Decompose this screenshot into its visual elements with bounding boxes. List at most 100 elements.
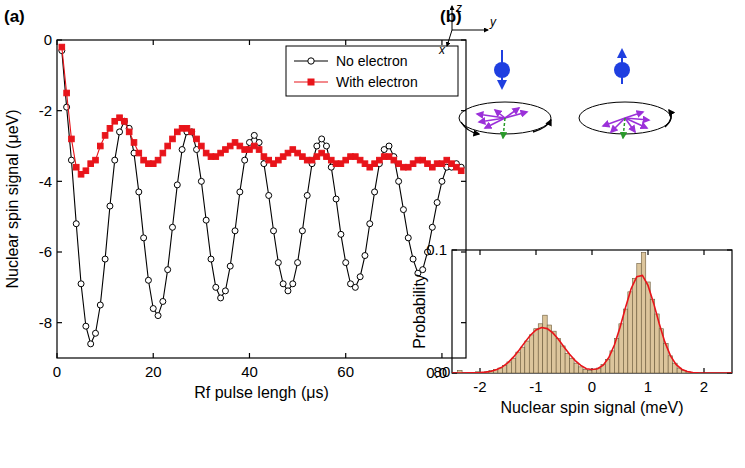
x-tick: [591, 250, 592, 255]
marker-circle: [198, 178, 204, 184]
y-tick: [461, 39, 466, 40]
legend-marker: [308, 79, 314, 85]
x-tick-label: 20: [145, 363, 162, 380]
marker-circle: [102, 256, 108, 262]
axis-arrow: [452, 6, 453, 30]
marker-square: [64, 90, 70, 96]
histogram-bar: [646, 282, 650, 373]
axis-arrow: [447, 30, 452, 46]
axis-arrow: [452, 30, 488, 31]
legend-box: [286, 46, 458, 96]
marker-circle: [420, 267, 426, 273]
marker-circle: [237, 189, 243, 195]
x-tick-label: -2: [473, 378, 486, 395]
nuclear-spin-arrow: [625, 112, 643, 118]
x-tick-label: 0: [588, 378, 596, 395]
marker-circle: [92, 330, 98, 336]
marker-circle: [88, 341, 94, 347]
marker-circle: [208, 256, 214, 262]
y-tick: [452, 249, 457, 250]
marker-square: [194, 136, 200, 142]
rotation-arrow: [533, 120, 551, 132]
x-tick: [345, 40, 346, 45]
x-tick: [249, 353, 250, 358]
marker-circle: [136, 189, 142, 195]
marker-circle: [333, 196, 339, 202]
marker-circle: [314, 143, 320, 149]
marker-square: [189, 129, 195, 135]
marker-circle: [218, 295, 224, 301]
axis-letter: z: [455, 1, 462, 15]
marker-circle: [400, 207, 406, 213]
marker-circle: [386, 143, 392, 149]
x-axis-label: Rf pulse lengh (μs): [194, 384, 329, 401]
marker-circle: [357, 274, 363, 280]
marker-circle: [222, 288, 228, 294]
histogram-bar: [543, 315, 547, 373]
histogram-bar: [632, 278, 636, 373]
marker-circle: [439, 178, 445, 184]
y-tick-label: -4: [39, 173, 52, 190]
marker-circle: [121, 118, 127, 124]
histogram-bar: [579, 367, 583, 373]
marker-circle: [290, 281, 296, 287]
marker-circle: [73, 221, 79, 227]
marker-circle: [112, 157, 118, 163]
x-tick-label: 2: [700, 378, 708, 395]
histogram-bar: [516, 352, 520, 373]
marker-circle: [372, 189, 378, 195]
marker-square: [73, 164, 79, 170]
marker-circle: [405, 235, 411, 241]
marker-circle: [242, 157, 248, 163]
marker-square: [83, 168, 89, 174]
marker-circle: [280, 281, 286, 287]
x-tick: [249, 40, 250, 45]
marker-circle: [299, 228, 305, 234]
y-tick-label: 0: [44, 31, 52, 48]
marker-square: [170, 136, 176, 142]
fit-curve: [452, 275, 732, 373]
legend-label: No electron: [336, 53, 408, 69]
mean-field-arrow: [623, 118, 625, 138]
y-axis-label: Nuclear spin signal (μeV): [4, 109, 21, 288]
y-tick: [461, 251, 466, 252]
axis-letter: y: [489, 15, 497, 29]
marker-circle: [323, 143, 329, 149]
marker-circle: [78, 281, 84, 287]
marker-circle: [429, 224, 435, 230]
marker-circle: [343, 260, 349, 266]
histogram-bar: [641, 252, 645, 373]
x-tick: [647, 250, 648, 255]
x-tick: [153, 353, 154, 358]
marker-circle: [203, 217, 209, 223]
axes: 020406080-8-6-4-20Rf pulse lengh (μs)Nuc…: [4, 7, 466, 401]
series-line: [62, 47, 461, 174]
marker-circle: [189, 129, 195, 135]
x-axis-label: Nuclear spin signal (meV): [500, 399, 683, 416]
marker-circle: [227, 263, 233, 269]
plot-frame: [452, 250, 732, 373]
x-tick-label: 60: [337, 363, 354, 380]
y-tick-label: -2: [39, 102, 52, 119]
y-tick-label: 0.0: [426, 364, 447, 381]
x-tick: [441, 353, 442, 358]
marker-circle: [275, 260, 281, 266]
histogram-bar: [552, 331, 556, 373]
marker-square: [93, 157, 99, 163]
marker-circle: [319, 136, 325, 142]
rotation-arrow: [665, 110, 671, 127]
marker-square: [160, 150, 166, 156]
marker-circle: [232, 228, 238, 234]
axes: -2-10120.00.1Nuclear spin signal (meV)Pr…: [411, 7, 732, 416]
marker-circle: [352, 284, 358, 290]
y-tick: [57, 181, 62, 182]
y-tick: [57, 110, 62, 111]
marker-circle: [396, 178, 402, 184]
series: [59, 44, 464, 177]
marker-circle: [362, 253, 368, 259]
marker-circle: [434, 200, 440, 206]
x-tick: [56, 353, 57, 358]
marker-circle: [174, 182, 180, 188]
histogram-bar: [623, 309, 627, 373]
histogram-bar: [529, 335, 533, 373]
